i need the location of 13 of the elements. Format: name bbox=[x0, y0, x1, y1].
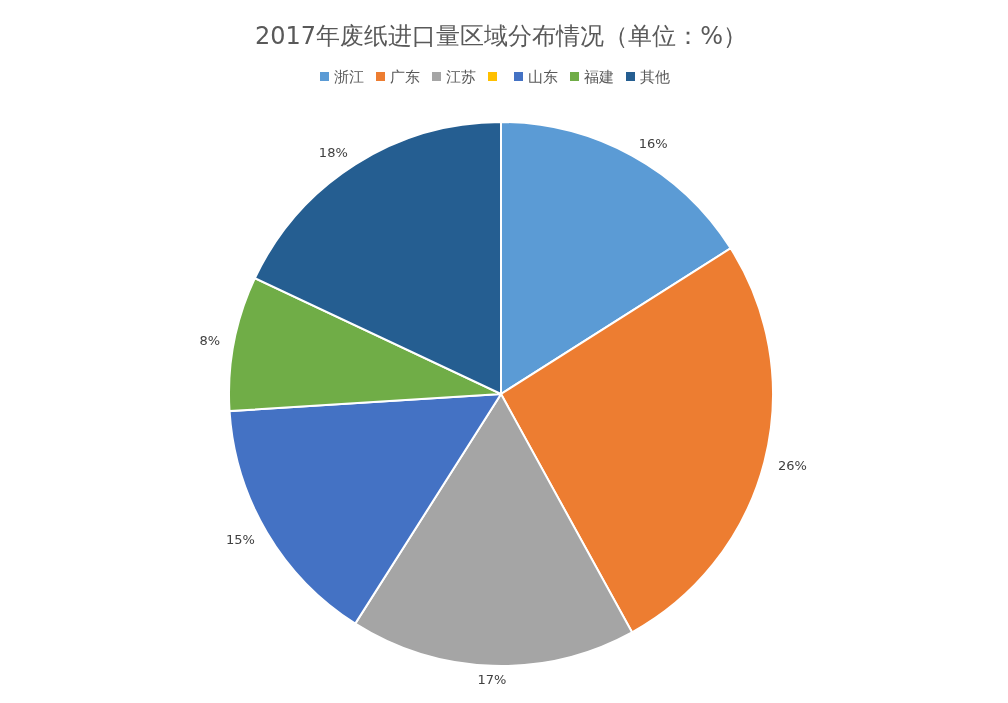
data-label: 15% bbox=[225, 532, 255, 548]
legend-label: 山东 bbox=[528, 68, 558, 87]
legend-label: 江苏 bbox=[446, 68, 476, 87]
data-label: 18% bbox=[318, 145, 348, 161]
legend-label: 其他 bbox=[640, 68, 670, 87]
legend-label: 广东 bbox=[390, 68, 420, 87]
legend-label: 福建 bbox=[584, 68, 614, 87]
data-label: 17% bbox=[477, 672, 507, 688]
data-label: 16% bbox=[638, 135, 668, 151]
chart-title: 2017年废纸进口量区域分布情况（单位：%） bbox=[255, 22, 747, 50]
legend-label: 浙江 bbox=[334, 68, 364, 87]
data-label: 8% bbox=[199, 332, 221, 348]
data-label: 26% bbox=[778, 457, 807, 473]
